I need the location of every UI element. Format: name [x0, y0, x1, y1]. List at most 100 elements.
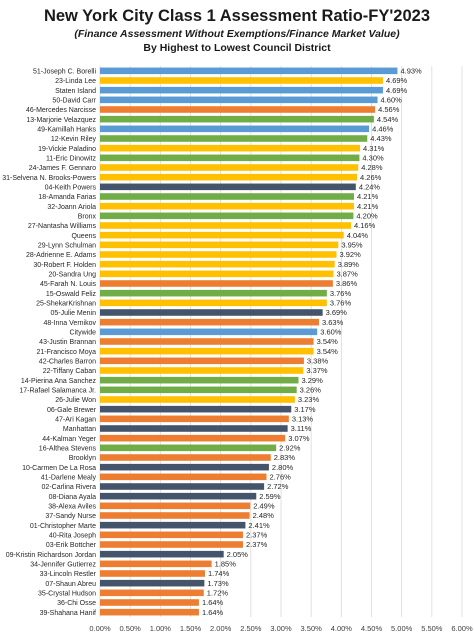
category-label: 17-Rafael Salamanca Jr.	[19, 387, 96, 394]
bar	[100, 96, 378, 104]
data-label: 4.21%	[357, 202, 379, 211]
category-label: Bronx	[78, 213, 97, 220]
bar	[100, 338, 314, 345]
bar	[100, 444, 277, 452]
data-label: 4.69%	[386, 86, 408, 95]
data-label: 1.73%	[207, 579, 229, 588]
bar	[100, 67, 398, 75]
data-label: 3.69%	[326, 308, 348, 317]
bar	[100, 125, 370, 133]
chart-subtitle: (Finance Assessment Without Exemptions/F…	[74, 28, 400, 40]
data-label: 4.60%	[381, 95, 403, 104]
category-label: 40-Rita Joseph	[49, 532, 96, 539]
bar	[100, 483, 265, 490]
x-tick-label: 5.50%	[421, 624, 443, 633]
category-label: 38-Alexa Aviles	[48, 503, 96, 510]
x-tick-label: 6.00%	[451, 624, 473, 633]
data-label: 4.46%	[372, 124, 394, 133]
category-label: 51-Joseph C. Borelli	[33, 68, 96, 75]
category-label: 43-Justin Brannan	[39, 339, 96, 346]
data-label: 1.64%	[202, 598, 224, 607]
bar	[100, 289, 327, 297]
category-label: 31-Selvena N. Brooks-Powers	[2, 175, 96, 182]
bar	[100, 357, 304, 365]
category-label: 42-Charles Barron	[39, 358, 96, 365]
x-tick-label: 0.00%	[89, 624, 111, 633]
bar	[100, 251, 337, 258]
category-label: 06-Gale Brewer	[47, 407, 97, 414]
category-label: 12-Kevin Riley	[51, 136, 97, 143]
bar	[100, 86, 383, 94]
data-label: 1.85%	[215, 559, 237, 568]
bar	[100, 396, 295, 403]
bar	[100, 502, 251, 510]
x-tick-label: 2.50%	[240, 624, 262, 633]
category-label: 48-Inna Vernikov	[43, 320, 96, 327]
data-label: 4.24%	[359, 182, 381, 191]
data-label: 3.23%	[298, 395, 320, 404]
category-label: 45-Farah N. Louis	[40, 281, 97, 288]
category-label: 32-Joann Ariola	[47, 204, 96, 211]
category-label: 18-Amanda Farias	[38, 194, 96, 201]
x-tick-label: 1.00%	[150, 624, 172, 633]
bar	[100, 135, 368, 142]
bar	[100, 260, 335, 268]
bar	[100, 473, 267, 481]
data-label: 2.59%	[259, 492, 281, 501]
bar	[100, 347, 314, 355]
data-label: 3.38%	[307, 356, 329, 365]
category-label: 28-Adrienne E. Adams	[26, 252, 97, 259]
data-label: 3.86%	[336, 279, 358, 288]
x-tick-label: 0.50%	[120, 624, 142, 633]
bar	[100, 550, 224, 558]
data-label: 2.41%	[248, 521, 270, 530]
bar	[100, 463, 269, 471]
bar	[100, 77, 383, 84]
bar	[100, 367, 304, 374]
category-label: 02-Carlina Rivera	[42, 484, 97, 491]
bar	[100, 173, 358, 181]
category-label: 05-Julie Menin	[50, 310, 96, 317]
data-label: 1.74%	[208, 569, 230, 578]
category-label: Staten Island	[55, 88, 96, 95]
bar	[100, 531, 243, 539]
bar	[100, 328, 318, 336]
data-label: 4.16%	[354, 221, 376, 230]
category-label: 16-Althea Stevens	[39, 445, 97, 452]
category-label: 21-Francisco Moya	[36, 349, 96, 356]
data-label: 3.54%	[317, 337, 339, 346]
data-label: 4.28%	[361, 163, 383, 172]
bar	[100, 599, 199, 606]
data-label: 3.37%	[306, 366, 328, 375]
category-label: 36-Chi Osse	[57, 600, 96, 607]
data-label: 3.11%	[291, 424, 312, 433]
x-tick-label: 2.00%	[210, 624, 232, 633]
category-label: 19-Vickie Paladino	[38, 146, 96, 153]
bar	[100, 386, 297, 394]
data-label: 3.54%	[317, 347, 339, 356]
bar	[100, 318, 320, 326]
category-label: 15-Oswald Feliz	[46, 291, 97, 298]
bar	[100, 405, 292, 413]
bar	[100, 570, 205, 577]
x-tick-label: 3.00%	[270, 624, 292, 633]
data-label: 2.37%	[246, 530, 268, 539]
data-label: 3.89%	[338, 260, 360, 269]
bar	[100, 144, 361, 152]
data-label: 4.30%	[362, 153, 384, 162]
category-label: 25-ShekarKrishnan	[36, 300, 96, 307]
data-label: 4.43%	[370, 134, 392, 143]
category-label: 35-Crystal Hudson	[38, 590, 96, 597]
bar	[100, 154, 360, 162]
data-label: 3.76%	[330, 298, 352, 307]
data-label: 3.17%	[294, 405, 316, 414]
data-label: 3.26%	[300, 385, 322, 394]
data-label: 2.80%	[272, 463, 294, 472]
bar	[100, 212, 354, 220]
bar	[100, 492, 257, 500]
category-label: 33-Lincoln Restler	[40, 571, 97, 578]
chart-subtitle-2: By Highest to Lowest Council District	[143, 42, 331, 54]
bar	[100, 415, 289, 423]
category-label: 50-David Carr	[52, 97, 96, 104]
bar	[100, 299, 327, 307]
